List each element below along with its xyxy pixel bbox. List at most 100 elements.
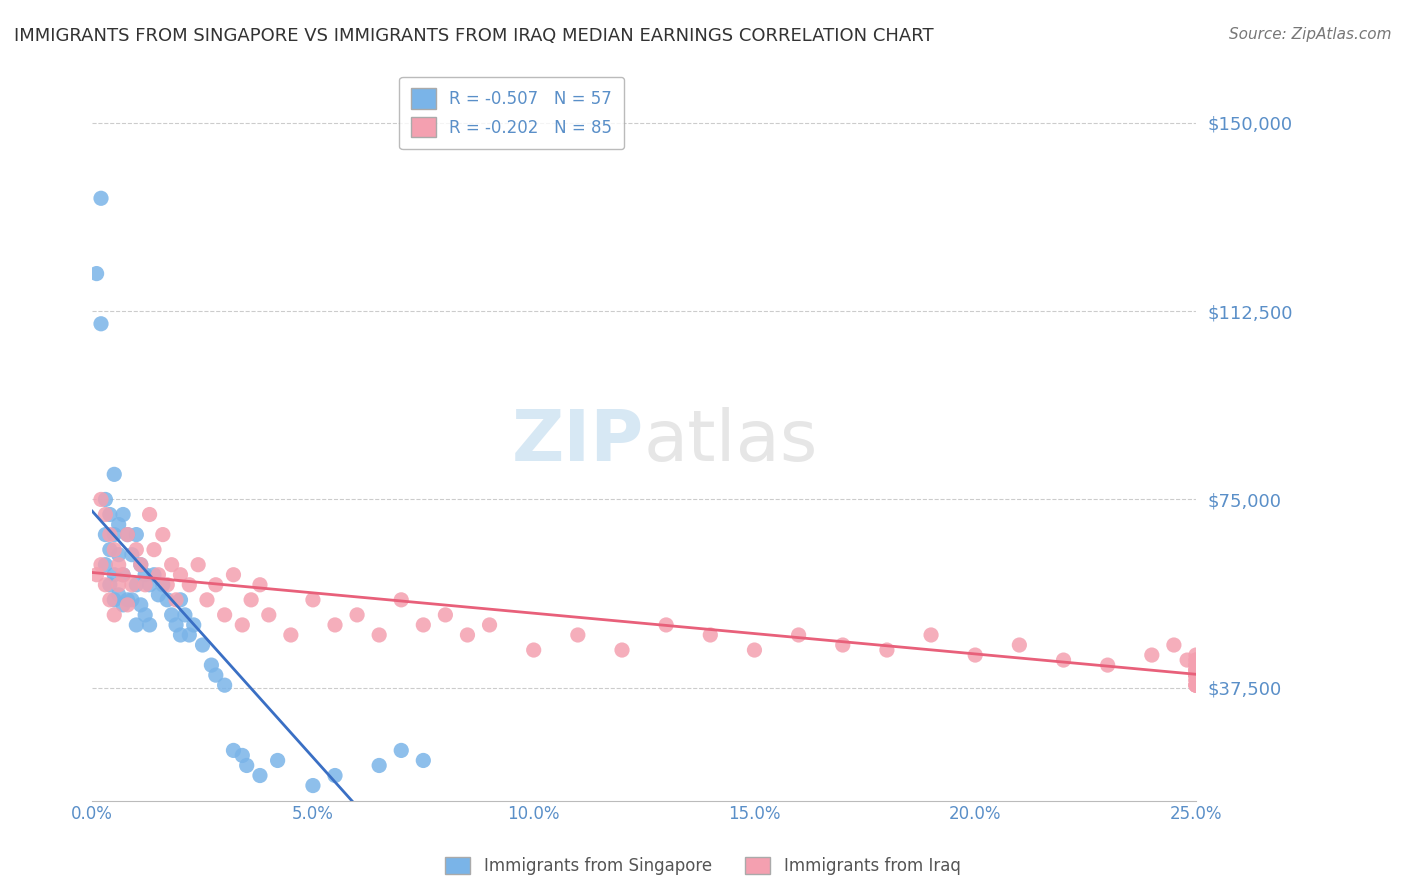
Point [98,527,121,541]
Point [179,578,201,592]
Legend: Immigrants from Singapore, Immigrants from Iraq: Immigrants from Singapore, Immigrants fr… [437,849,969,884]
Point [143,567,166,582]
Point [1185,673,1208,688]
Point [121,548,143,562]
Point [125,542,148,557]
Point [103,467,125,482]
Point [121,578,143,592]
Point [169,628,191,642]
Point [152,527,174,541]
Point [179,628,201,642]
Point [200,658,222,673]
Point [920,628,942,642]
Point [138,618,160,632]
Point [94,527,117,541]
Point [412,754,434,768]
Point [165,592,187,607]
Point [160,607,183,622]
Point [249,578,271,592]
Point [121,592,143,607]
Point [323,768,346,782]
Point [1185,668,1208,682]
Point [655,618,678,632]
Point [1185,678,1208,692]
Point [117,598,139,612]
Point [1185,658,1208,673]
Point [266,754,288,768]
Point [1185,678,1208,692]
Point [389,743,412,757]
Point [107,558,129,572]
Point [280,628,302,642]
Point [965,648,987,662]
Point [148,588,170,602]
Point [165,618,187,632]
Point [478,618,501,632]
Point [222,743,245,757]
Point [112,508,135,522]
Point [103,567,125,582]
Point [187,558,209,572]
Point [1185,663,1208,677]
Point [1185,663,1208,677]
Point [876,643,898,657]
Point [257,607,280,622]
Point [249,768,271,782]
Point [125,527,148,541]
Point [302,779,325,793]
Point [117,527,139,541]
Point [1185,668,1208,682]
Point [346,607,368,622]
Point [1052,653,1074,667]
Point [1185,678,1208,692]
Point [134,578,156,592]
Point [112,598,135,612]
Point [231,748,253,763]
Point [94,508,117,522]
Point [1185,673,1208,688]
Point [323,618,346,632]
Point [107,578,129,592]
Point [191,638,214,652]
Point [98,578,121,592]
Point [368,758,391,772]
Point [103,527,125,541]
Point [117,592,139,607]
Point [98,508,121,522]
Point [222,567,245,582]
Point [1185,678,1208,692]
Point [103,592,125,607]
Point [138,578,160,592]
Point [231,618,253,632]
Point [169,592,191,607]
Point [86,267,108,281]
Point [138,508,160,522]
Point [107,588,129,602]
Point [107,548,129,562]
Text: atlas: atlas [644,408,818,476]
Text: IMMIGRANTS FROM SINGAPORE VS IMMIGRANTS FROM IRAQ MEDIAN EARNINGS CORRELATION CH: IMMIGRANTS FROM SINGAPORE VS IMMIGRANTS … [14,27,934,45]
Point [831,638,853,652]
Point [204,668,226,682]
Point [787,628,810,642]
Point [94,578,117,592]
Point [94,492,117,507]
Point [1140,648,1163,662]
Point [90,492,112,507]
Point [125,618,148,632]
Point [134,567,156,582]
Point [1185,668,1208,682]
Point [129,598,152,612]
Point [112,567,135,582]
Point [1185,648,1208,662]
Point [160,558,183,572]
Point [368,628,391,642]
Point [174,607,197,622]
Point [1185,653,1208,667]
Point [1185,653,1208,667]
Legend: R = -0.507   N = 57, R = -0.202   N = 85: R = -0.507 N = 57, R = -0.202 N = 85 [399,77,624,149]
Point [90,558,112,572]
Point [103,542,125,557]
Point [699,628,721,642]
Point [523,643,546,657]
